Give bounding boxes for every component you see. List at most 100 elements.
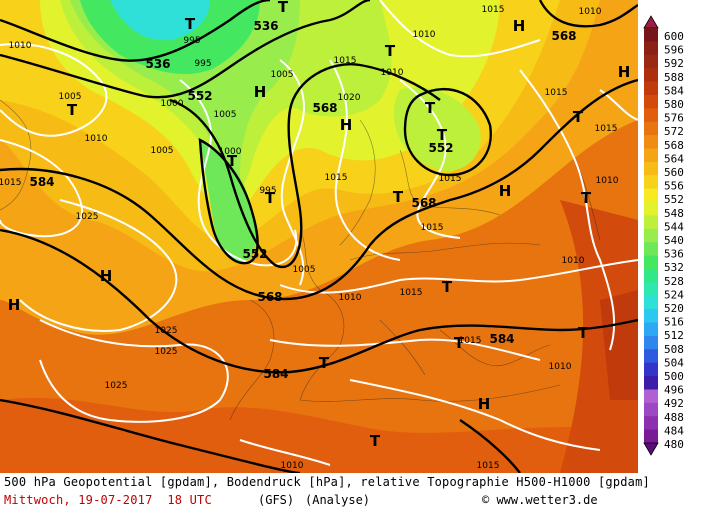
isobar-label-995-c: 995 xyxy=(259,186,276,196)
legend-arrow-top xyxy=(643,15,659,29)
legend-label: 564 xyxy=(664,152,684,165)
isobar-label-995-a: 995 xyxy=(183,36,200,46)
legend-swatch xyxy=(644,202,658,216)
legend-swatch xyxy=(644,148,658,163)
legend-label: 520 xyxy=(664,302,684,315)
legend-swatch xyxy=(644,255,658,270)
model-name: (GFS) xyxy=(258,493,295,507)
low-center-scandinavia: T xyxy=(385,42,396,60)
isobar-label-1010-i: 1010 xyxy=(549,362,572,372)
band-592-east xyxy=(560,200,638,473)
high-center-mediterranean: H xyxy=(478,395,491,413)
legend-swatch xyxy=(644,54,658,69)
legend-label: 568 xyxy=(664,139,684,152)
isobar-label-1010-f: 1010 xyxy=(596,176,619,186)
legend-label: 488 xyxy=(664,411,684,424)
isobar-label-1010-b: 1010 xyxy=(85,134,108,144)
valid-time: Mittwoch, 19-07-2017 18 UTC xyxy=(4,493,212,507)
legend-swatch xyxy=(644,215,658,230)
map-footer: 500 hPa Geopotential [gpdam], Bodendruck… xyxy=(0,473,704,513)
band-532 xyxy=(110,0,210,41)
isobar-label-1025-b: 1025 xyxy=(155,326,178,336)
legend-label: 508 xyxy=(664,343,684,356)
label-552-north: 552 xyxy=(187,89,212,103)
low-center-north: T xyxy=(185,15,196,33)
band-588 xyxy=(0,397,638,473)
high-center-far-east: H xyxy=(618,63,631,81)
legend-swatch xyxy=(644,28,658,42)
isobar-label-1010-e: 1010 xyxy=(579,7,602,17)
isobar-label-1015-e: 1015 xyxy=(482,5,505,15)
isobar-label-1005-b: 1005 xyxy=(151,146,174,156)
legend-label: 540 xyxy=(664,234,684,247)
legend-swatch xyxy=(644,402,658,417)
legend-swatch xyxy=(644,416,658,431)
legend-swatch xyxy=(644,429,658,444)
analysis-label: (Analyse) xyxy=(305,493,371,507)
isobar-label-1015-c: 1015 xyxy=(439,174,462,184)
low-center-balkans: T xyxy=(442,278,453,296)
isobar-label-1015-d: 1015 xyxy=(421,223,444,233)
isobar-label-1015-k: 1015 xyxy=(0,178,21,188)
legend-label: 492 xyxy=(664,397,684,410)
legend-swatch xyxy=(644,135,658,149)
low-center-trough-2: T xyxy=(265,189,276,207)
band-596 xyxy=(600,290,638,400)
legend-label: 500 xyxy=(664,370,684,383)
isobar-label-1010-a: 1010 xyxy=(9,41,32,51)
label-536-north: 536 xyxy=(253,19,278,33)
legend-label: 600 xyxy=(664,30,684,43)
legend-svg: 6005965925885845805765725685645605565525… xyxy=(643,15,684,456)
legend-labels: 6005965925885845805765725685645605565525… xyxy=(664,30,684,451)
source-credit: © www.wetter3.de xyxy=(482,493,598,507)
isobar-label-1015-g: 1015 xyxy=(595,124,618,134)
isobar-label-1020: 1020 xyxy=(338,93,361,103)
legend-swatch xyxy=(644,295,658,310)
label-568-east: 568 xyxy=(411,196,436,210)
legend-swatch xyxy=(644,362,658,377)
label-552-east: 552 xyxy=(428,141,453,155)
legend-label: 544 xyxy=(664,220,684,233)
isobar-label-1015-i: 1015 xyxy=(459,336,482,346)
legend-swatch xyxy=(644,322,658,337)
legend-swatch xyxy=(644,81,658,96)
legend-label: 548 xyxy=(664,207,684,220)
isobar-label-1025-d: 1025 xyxy=(105,381,128,391)
low-center-east-2: T xyxy=(437,126,448,144)
legend-swatch xyxy=(644,309,658,324)
isobar-label-1015-b: 1015 xyxy=(325,173,348,183)
legend-swatch xyxy=(644,228,658,243)
label-552-trough: 552 xyxy=(242,247,267,261)
legend-label: 592 xyxy=(664,57,684,70)
isobar-label-1005-e: 1005 xyxy=(293,265,316,275)
legend-swatch xyxy=(644,242,658,257)
legend-label: 576 xyxy=(664,112,684,125)
legend-label: 552 xyxy=(664,193,684,206)
isobar-label-1015-j: 1015 xyxy=(477,461,500,471)
low-center-trough: T xyxy=(227,152,238,170)
low-center-greece: T xyxy=(454,334,465,352)
legend-label: 524 xyxy=(664,288,684,301)
legend-swatch xyxy=(644,376,658,390)
label-584-southeast: 584 xyxy=(489,332,514,346)
legend-swatch xyxy=(644,188,658,203)
legend-label: 512 xyxy=(664,329,684,342)
label-568-northeast: 568 xyxy=(551,29,576,43)
legend-label: 484 xyxy=(664,424,684,437)
geopotential-contours xyxy=(0,0,638,473)
legend-swatch xyxy=(644,349,658,364)
isobar-lines xyxy=(0,0,638,466)
isobar-label-1015-a: 1015 xyxy=(334,56,357,66)
low-center-west: T xyxy=(67,101,78,119)
isobar-label-1005-a: 1005 xyxy=(59,92,82,102)
label-584-south: 584 xyxy=(263,367,288,381)
legend-label: 536 xyxy=(664,248,684,261)
legend-label: 504 xyxy=(664,356,684,369)
legend-swatch xyxy=(644,282,658,297)
isobar-label-1010-c: 1010 xyxy=(381,68,404,78)
isobar-label-1010-h: 1010 xyxy=(339,293,362,303)
isobar-label-995-b: 995 xyxy=(194,59,211,69)
isobar-label-1000: 1000 xyxy=(161,99,184,109)
legend-arrow-bottom xyxy=(643,442,659,456)
legend-swatch xyxy=(644,268,658,283)
